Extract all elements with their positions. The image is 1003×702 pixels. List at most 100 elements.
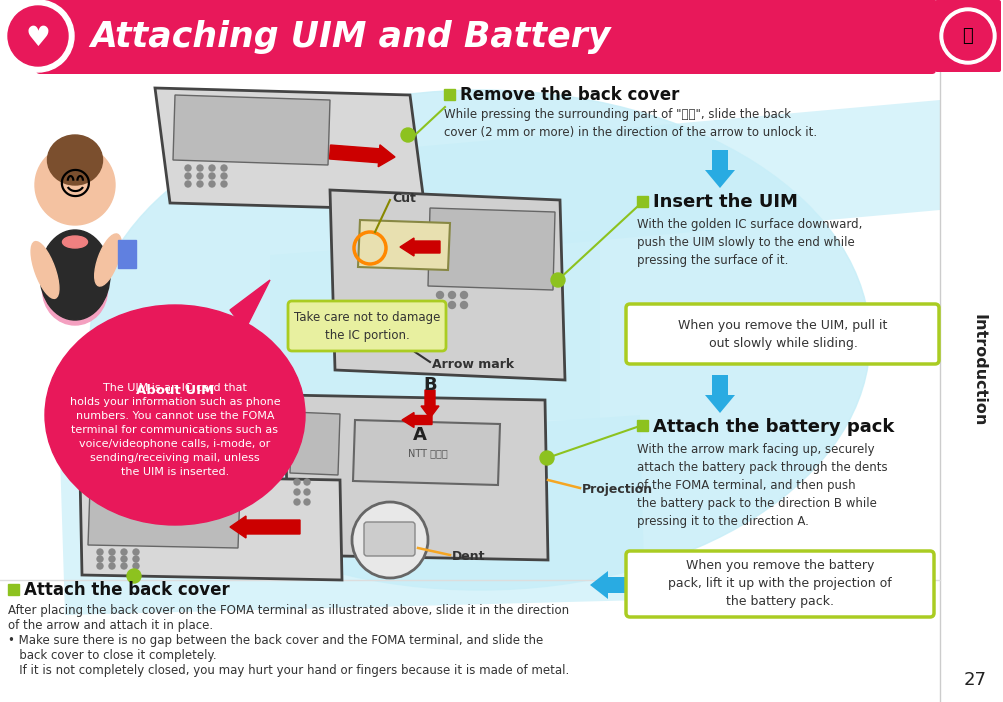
Text: When you remove the UIM, pull it
out slowly while sliding.: When you remove the UIM, pull it out slo… [678, 319, 887, 350]
Text: Dent: Dent [451, 550, 485, 562]
FancyArrow shape [704, 375, 734, 413]
Circle shape [109, 556, 115, 562]
Text: Introduction: Introduction [971, 314, 986, 426]
Bar [636, 420, 647, 431]
Text: Remove the back cover: Remove the back cover [459, 86, 679, 104]
Circle shape [209, 165, 215, 171]
Circle shape [460, 291, 467, 298]
Circle shape [132, 563, 138, 569]
Text: Attach the battery pack: Attach the battery pack [652, 418, 894, 436]
Circle shape [209, 173, 215, 179]
Text: of the arrow and attach it in place.: of the arrow and attach it in place. [8, 619, 213, 632]
Circle shape [121, 549, 126, 555]
Polygon shape [230, 280, 270, 330]
Text: With the arrow mark facing up, securely
attach the battery pack through the dent: With the arrow mark facing up, securely … [636, 443, 887, 528]
Ellipse shape [42, 255, 107, 325]
FancyBboxPatch shape [288, 301, 445, 351]
Circle shape [209, 181, 215, 187]
Circle shape [185, 173, 191, 179]
Text: • Make sure there is no gap between the back cover and the FOMA terminal, and sl: • Make sure there is no gap between the … [8, 634, 543, 647]
Circle shape [197, 181, 203, 187]
Text: B: B [423, 376, 436, 394]
Polygon shape [330, 190, 565, 380]
Text: Cut: Cut [391, 192, 415, 204]
FancyArrow shape [704, 150, 734, 188]
FancyArrow shape [329, 145, 394, 167]
Text: Arrow mark: Arrow mark [431, 357, 514, 371]
Circle shape [121, 556, 126, 562]
Circle shape [97, 556, 103, 562]
Text: NTT ドコモ: NTT ドコモ [407, 448, 447, 458]
Text: ♥: ♥ [25, 24, 50, 52]
Polygon shape [285, 395, 548, 560]
Circle shape [400, 128, 414, 142]
Polygon shape [427, 208, 555, 290]
Circle shape [540, 451, 554, 465]
Circle shape [460, 301, 467, 308]
Circle shape [185, 181, 191, 187]
Text: 27: 27 [963, 671, 986, 689]
Circle shape [943, 12, 991, 60]
Text: Projection: Projection [582, 482, 653, 496]
Circle shape [436, 301, 443, 308]
Circle shape [109, 549, 115, 555]
Text: A: A [412, 426, 426, 444]
Circle shape [132, 556, 138, 562]
FancyBboxPatch shape [626, 551, 933, 617]
Circle shape [551, 273, 565, 287]
Circle shape [197, 173, 203, 179]
Text: When you remove the battery
pack, lift it up with the projection of
the battery : When you remove the battery pack, lift i… [667, 559, 891, 607]
Bar [118, 240, 135, 268]
Ellipse shape [62, 236, 87, 248]
Polygon shape [80, 475, 342, 580]
Polygon shape [60, 415, 644, 615]
FancyBboxPatch shape [36, 0, 935, 74]
Circle shape [197, 165, 203, 171]
FancyArrow shape [420, 390, 438, 418]
Circle shape [221, 181, 227, 187]
FancyBboxPatch shape [934, 0, 1000, 72]
Polygon shape [270, 230, 600, 420]
Ellipse shape [31, 241, 59, 298]
Circle shape [304, 479, 310, 485]
Polygon shape [290, 412, 340, 475]
Polygon shape [379, 100, 939, 260]
Circle shape [8, 6, 68, 66]
Circle shape [221, 173, 227, 179]
Text: While pressing the surrounding part of "〈〉", slide the back
cover (2 mm or more): While pressing the surrounding part of "… [443, 108, 816, 139]
FancyBboxPatch shape [364, 522, 414, 556]
Ellipse shape [90, 90, 870, 590]
Ellipse shape [40, 230, 110, 320]
Text: back cover to close it completely.: back cover to close it completely. [8, 649, 217, 662]
FancyBboxPatch shape [626, 304, 938, 364]
Text: The UIM is an IC card that
holds your information such as phone
numbers. You can: The UIM is an IC card that holds your in… [69, 383, 280, 477]
Text: 📖: 📖 [962, 27, 972, 45]
Polygon shape [173, 95, 330, 165]
Text: 😊: 😊 [57, 168, 92, 201]
Bar [443, 89, 454, 100]
Circle shape [185, 165, 191, 171]
Text: Attach the back cover: Attach the back cover [24, 581, 230, 599]
Polygon shape [353, 420, 499, 485]
Circle shape [304, 499, 310, 505]
Circle shape [109, 563, 115, 569]
Circle shape [448, 301, 455, 308]
Text: If it is not completely closed, you may hurt your hand or fingers because it is : If it is not completely closed, you may … [8, 664, 569, 677]
Circle shape [35, 145, 115, 225]
Circle shape [132, 549, 138, 555]
Bar [636, 196, 647, 207]
Bar [8, 584, 19, 595]
Circle shape [436, 291, 443, 298]
Ellipse shape [45, 305, 305, 525]
Polygon shape [88, 488, 240, 548]
Text: Take care not to damage
the IC portion.: Take care not to damage the IC portion. [294, 310, 439, 341]
Text: With the golden IC surface downward,
push the UIM slowly to the end while
pressi: With the golden IC surface downward, pus… [636, 218, 862, 267]
Circle shape [97, 563, 103, 569]
FancyArrow shape [399, 238, 439, 256]
Ellipse shape [47, 135, 102, 185]
Text: Attaching UIM and Battery: Attaching UIM and Battery [90, 20, 610, 54]
Text: After placing the back cover on the FOMA terminal as illustrated above, slide it: After placing the back cover on the FOMA… [8, 604, 569, 617]
Circle shape [221, 165, 227, 171]
Ellipse shape [94, 234, 121, 286]
FancyArrow shape [590, 571, 627, 599]
